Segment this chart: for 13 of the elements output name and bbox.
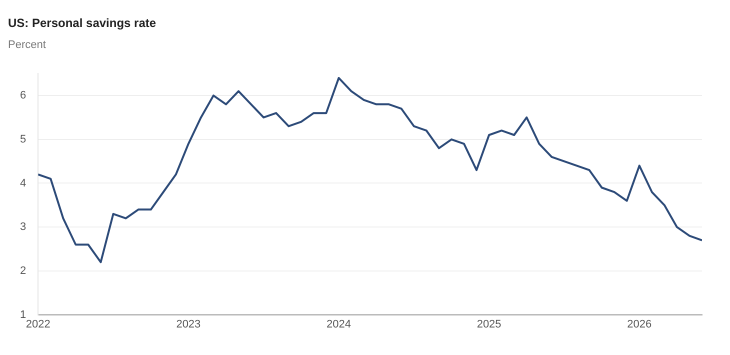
y-tick-label: 5 <box>20 133 26 146</box>
y-tick-label: 2 <box>20 264 26 277</box>
x-tick-label: 2023 <box>176 318 201 330</box>
y-tick-label: 1 <box>20 308 26 321</box>
x-tick-label: 2025 <box>476 318 502 330</box>
x-tick-label: 2024 <box>326 318 351 330</box>
y-tick-label: 3 <box>20 221 26 234</box>
chart-title: US: Personal savings rate <box>8 16 156 30</box>
y-axis-title: Percent <box>8 39 46 51</box>
x-tick-label: 2026 <box>627 318 652 330</box>
x-tick-label: 2022 <box>26 318 50 330</box>
y-tick-label: 6 <box>20 90 26 102</box>
y-tick-label: 4 <box>20 177 26 190</box>
